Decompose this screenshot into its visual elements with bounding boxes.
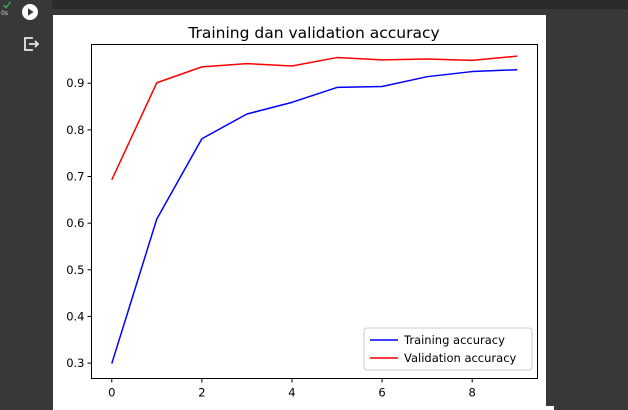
cell-gutter: 0s <box>0 0 52 410</box>
x-tick-label: 6 <box>378 386 385 400</box>
legend-label: Validation accuracy <box>404 351 517 365</box>
bottom-edge <box>546 406 554 410</box>
legend-box <box>363 327 533 371</box>
x-tick-label: 8 <box>469 386 476 400</box>
legend-label: Training accuracy <box>403 333 505 347</box>
y-tick-label: 0.4 <box>66 309 84 323</box>
chart-title: Training dan validation accuracy <box>187 24 439 42</box>
series-line-1 <box>111 68 518 364</box>
output-action-button[interactable] <box>22 35 40 53</box>
y-tick-label: 0.6 <box>66 216 84 230</box>
x-tick-label: 0 <box>108 386 115 400</box>
series-line-2 <box>111 55 518 181</box>
y-tick-label: 0.8 <box>66 123 84 137</box>
y-tick-label: 0.5 <box>66 263 84 277</box>
chart-figure: Training dan validation accuracy 0 2 4 6 8 0.… <box>53 15 546 410</box>
output-exit-icon <box>24 37 40 51</box>
top-bar <box>0 0 628 9</box>
run-cell-button[interactable] <box>22 4 38 20</box>
x-tick-label: 2 <box>198 386 205 400</box>
execution-time: 0s <box>1 10 8 17</box>
plot-frame <box>91 44 538 379</box>
y-tick-label: 0.9 <box>66 76 84 90</box>
chart-legend: Training accuracy Validation accuracy <box>363 327 533 371</box>
x-tick-label: 4 <box>288 386 295 400</box>
right-margin <box>546 15 628 410</box>
play-circle-icon <box>28 8 34 16</box>
check-icon <box>2 1 12 9</box>
accuracy-line-chart: Training dan validation accuracy 0 2 4 6 8 0.… <box>66 24 538 400</box>
y-tick-label: 0.7 <box>66 170 84 184</box>
y-tick-label: 0.3 <box>66 356 84 370</box>
cell-status: 0s <box>1 0 15 22</box>
